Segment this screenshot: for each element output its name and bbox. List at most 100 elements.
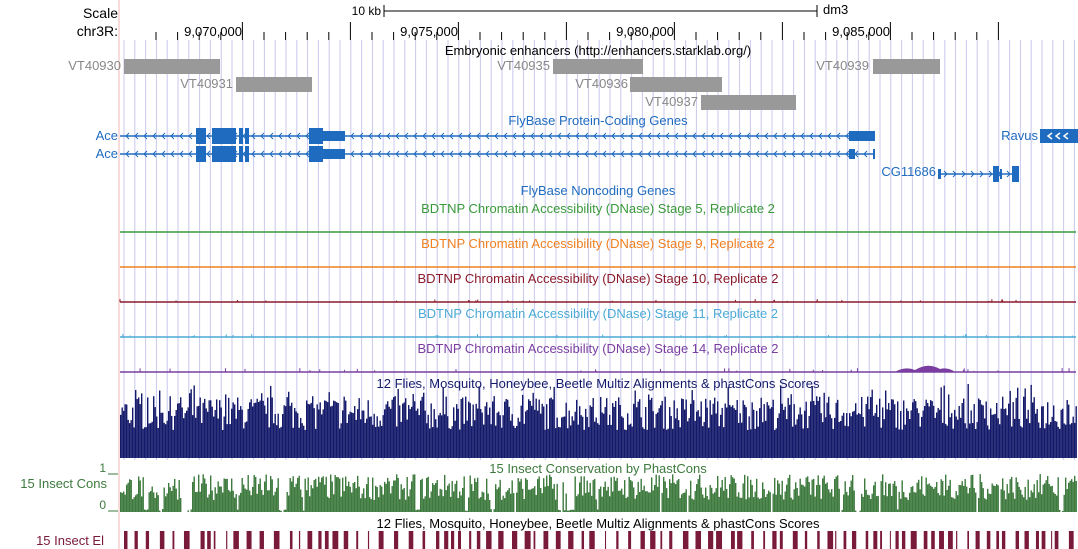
enhancer-label[interactable]: VT40935 — [497, 58, 550, 73]
wiggle-bar — [702, 426, 704, 458]
gene-label-ace[interactable]: Ace — [95, 146, 118, 161]
wiggle-bar — [276, 425, 278, 458]
wiggle-bar — [151, 421, 153, 458]
wiggle-bar — [513, 493, 515, 512]
wiggle-bar — [169, 396, 171, 458]
conserved-element — [708, 531, 714, 549]
wiggle-bar — [481, 491, 483, 512]
enhancer-label[interactable]: VT40930 — [68, 58, 121, 73]
dnase-stage9-title[interactable]: BDTNP Chromatin Accessibility (DNase) St… — [421, 236, 775, 251]
strand-arrow — [449, 132, 454, 140]
enhancer-label[interactable]: VT40937 — [645, 94, 698, 109]
wiggle-bar — [139, 404, 141, 458]
wiggle-bar — [553, 386, 555, 458]
wiggle-bar — [498, 487, 500, 512]
wiggle-bar — [447, 485, 449, 512]
dnase-stage14-title[interactable]: BDTNP Chromatin Accessibility (DNase) St… — [417, 341, 779, 356]
phastcons-side-label[interactable]: 15 Insect Cons — [20, 476, 107, 491]
noncoding-track-title[interactable]: FlyBase Noncoding Genes — [520, 183, 676, 198]
wiggle-bar — [765, 497, 767, 512]
strand-arrow — [728, 150, 733, 158]
conserved-element — [804, 531, 808, 549]
protein-genes-track-title[interactable]: FlyBase Protein-Coding Genes — [508, 113, 688, 128]
conserved-element — [650, 531, 656, 549]
assembly-label: dm3 — [823, 2, 849, 17]
elements-side-label[interactable]: 15 Insect El — [36, 533, 104, 548]
strand-arrow — [440, 132, 445, 140]
wiggle-bar — [634, 498, 636, 512]
wiggle-bar — [409, 489, 411, 512]
wiggle-bar — [282, 414, 284, 458]
enhancers-track-title[interactable]: Embryonic enhancers (http://enhancers.st… — [444, 43, 752, 58]
wiggle-bar — [955, 491, 957, 512]
wiggle-bar — [1014, 498, 1016, 512]
wiggle-bar — [136, 493, 138, 512]
phastcons-track-title[interactable]: 15 Insect Conservation by PhastCons — [489, 461, 707, 476]
multiz-track-title[interactable]: 12 Flies, Mosquito, Honeybee, Beetle Mul… — [376, 376, 820, 391]
wiggle-bar — [259, 400, 261, 458]
gene-label-ace[interactable]: Ace — [95, 128, 118, 143]
enhancer-label[interactable]: VT40931 — [180, 76, 233, 91]
wiggle-bar — [838, 488, 840, 512]
dnase-stage10-title[interactable]: BDTNP Chromatin Accessibility (DNase) St… — [417, 271, 779, 286]
wiggle-bar — [562, 416, 564, 458]
strand-arrow — [961, 170, 966, 178]
wiggle-bar — [1063, 423, 1065, 458]
wiggle-bar — [199, 397, 201, 458]
wiggle-bar — [978, 398, 980, 458]
elements-track-title[interactable]: 12 Flies, Mosquito, Honeybee, Beetle Mul… — [376, 516, 820, 531]
gene-exon — [239, 146, 243, 162]
gene-exon — [212, 146, 236, 162]
wiggle-bar — [691, 390, 693, 458]
wiggle-bar — [1027, 479, 1029, 512]
dnase-stage5-title[interactable]: BDTNP Chromatin Accessibility (DNase) St… — [421, 201, 775, 216]
wiggle-bar — [1024, 388, 1026, 458]
wiggle-bar — [612, 403, 614, 458]
gene-exon — [993, 166, 999, 182]
strand-arrow — [674, 132, 679, 140]
wiggle-bar — [354, 482, 356, 512]
wiggle-bar — [574, 411, 576, 458]
wiggle-bar — [423, 498, 425, 512]
wiggle-bar — [811, 479, 813, 512]
wiggle-bar — [313, 479, 315, 512]
wiggle-bar — [966, 428, 968, 458]
wiggle-bar — [298, 427, 300, 458]
wiggle-bar — [991, 483, 993, 512]
wiggle-bar — [286, 491, 288, 512]
wiggle-bar — [235, 494, 237, 512]
wiggle-bar — [1069, 480, 1071, 512]
wiggle-bar — [840, 420, 842, 458]
wiggle-bar — [445, 490, 447, 512]
wiggle-bar — [459, 429, 461, 458]
strand-arrow — [413, 150, 418, 158]
wiggle-bar — [744, 404, 746, 458]
wiggle-bar — [171, 415, 173, 458]
wiggle-bar — [624, 480, 626, 512]
wiggle-bar — [1009, 390, 1011, 458]
strand-arrow — [710, 132, 715, 140]
gene-label-cg11686[interactable]: CG11686 — [881, 164, 936, 179]
enhancer-label[interactable]: VT40939 — [816, 58, 869, 73]
wiggle-bar — [669, 479, 671, 512]
wiggle-bar — [636, 407, 638, 458]
enhancer-label[interactable]: VT40936 — [575, 76, 628, 91]
dnase-stage11-title[interactable]: BDTNP Chromatin Accessibility (DNase) St… — [417, 306, 779, 321]
wiggle-bar — [930, 400, 932, 458]
wiggle-bar — [580, 476, 582, 512]
wiggle-bar — [940, 479, 942, 512]
wiggle-bar — [934, 417, 936, 458]
wiggle-bar — [246, 421, 248, 458]
wiggle-bar — [397, 388, 399, 458]
wiggle-bar — [846, 413, 848, 458]
wiggle-bar — [673, 482, 675, 512]
wiggle-bar — [718, 426, 720, 458]
wiggle-bar — [844, 425, 846, 458]
wiggle-bar — [922, 410, 924, 458]
wiggle-bar — [232, 490, 234, 512]
wiggle-bar — [798, 495, 800, 512]
gene-label-ravus[interactable]: Ravus — [1001, 128, 1038, 143]
gene-exon — [212, 128, 236, 144]
